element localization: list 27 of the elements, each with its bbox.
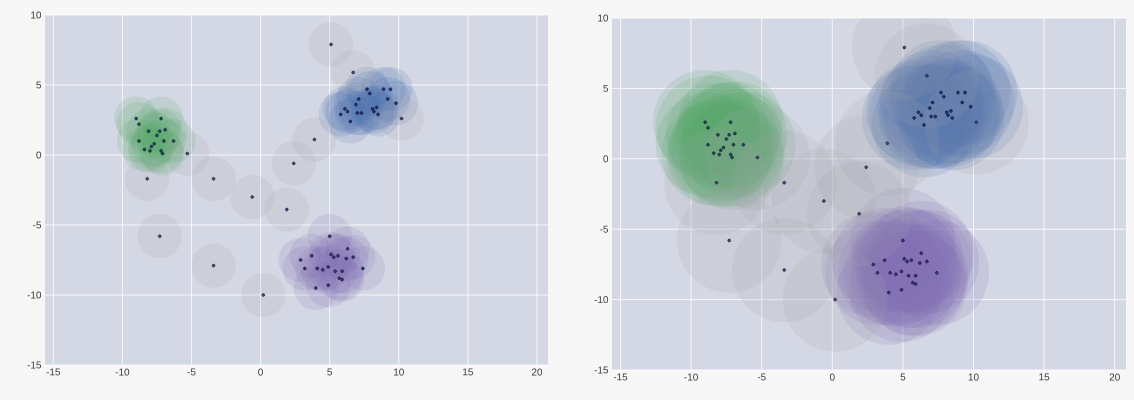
x-tick-label: 20 [531,368,543,376]
y-tick-label: 5 [603,84,609,92]
x-tick-label: 20 [1109,373,1120,381]
x-tick-label: -10 [684,373,698,381]
y-tick-label: 0 [36,151,42,159]
x-tick-label: -15 [613,373,628,381]
x-tick-label: 15 [463,368,473,376]
y-tick-label: 0 [603,155,609,163]
x-tick-label: -15 [46,368,61,376]
x-tick-label: 0 [829,373,835,381]
y-tick-label: -5 [600,225,609,233]
x-tick-label: 0 [258,368,263,376]
y-tick-label: 10 [598,14,609,22]
y-tick-label: -10 [594,296,609,304]
x-tick-label: 5 [327,368,333,376]
x-tick-label: -5 [187,368,196,376]
x-tick-label: 10 [393,368,404,376]
x-tick-label: 10 [968,373,979,381]
y-tick-label: -5 [33,221,42,229]
x-tick-label: -5 [757,373,766,381]
y-tick-label: 10 [31,11,42,19]
x-tick-label: -10 [115,368,130,376]
y-tick-label: 5 [36,81,42,89]
y-tick-label: -10 [27,291,42,299]
x-tick-label: 5 [900,373,906,381]
y-tick-label: -15 [27,361,42,369]
x-tick-label: 15 [1039,373,1050,381]
